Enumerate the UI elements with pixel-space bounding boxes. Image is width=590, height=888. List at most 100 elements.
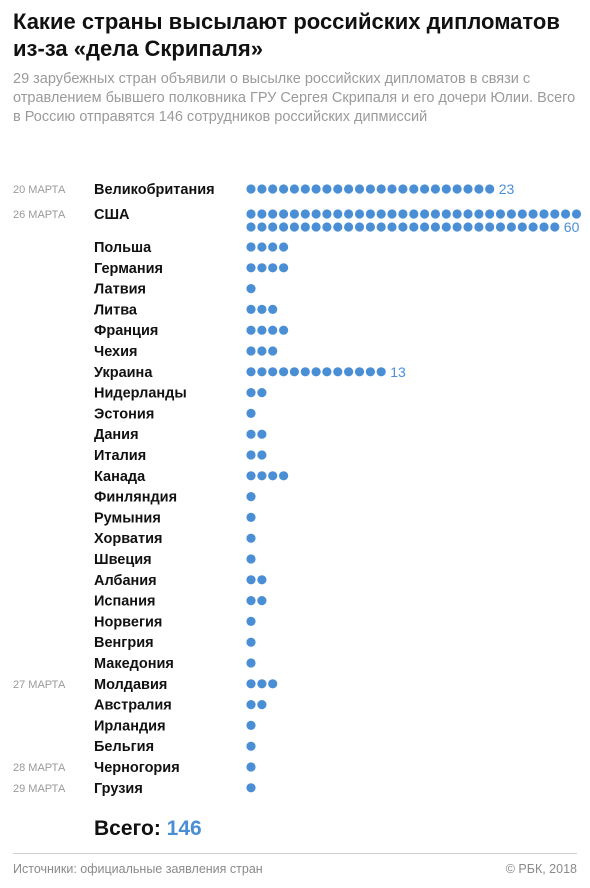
diplomat-dot xyxy=(474,222,484,232)
total-label: Всего: xyxy=(94,817,161,840)
diplomat-dot xyxy=(322,184,332,194)
diplomat-dot xyxy=(420,184,430,194)
diplomat-dot xyxy=(376,184,386,194)
diplomat-dot xyxy=(311,209,321,219)
diplomat-dot xyxy=(463,184,473,194)
diplomat-dot xyxy=(257,325,267,335)
country-label: Чехия xyxy=(94,344,138,360)
diplomat-dot xyxy=(289,222,299,232)
diplomat-dot xyxy=(246,700,256,710)
diplomat-dot xyxy=(246,637,256,647)
diplomat-dot xyxy=(485,184,495,194)
total-value: 146 xyxy=(166,817,202,840)
diplomat-dot xyxy=(300,367,310,377)
diplomat-dot xyxy=(430,184,440,194)
diplomat-dot xyxy=(420,222,430,232)
diplomat-dot xyxy=(268,367,278,377)
diplomat-dot xyxy=(246,492,256,502)
diplomat-dot xyxy=(506,222,516,232)
diplomat-dot xyxy=(257,388,267,398)
country-label: Бельгия xyxy=(94,739,154,755)
diplomat-dot xyxy=(268,184,278,194)
diplomat-dot xyxy=(268,471,278,481)
country-label: Латвия xyxy=(94,282,146,298)
country-label: Македония xyxy=(94,656,174,672)
diplomat-dot xyxy=(463,209,473,219)
country-label: Украина xyxy=(94,365,153,381)
diplomat-dot xyxy=(268,304,278,314)
diplomat-dot xyxy=(257,596,267,606)
diplomat-dot xyxy=(279,222,289,232)
diplomat-dot xyxy=(506,209,516,219)
date-label: 27 МАРТА xyxy=(13,679,66,691)
diplomat-dot xyxy=(268,263,278,273)
diplomat-dot xyxy=(441,222,451,232)
diplomat-dot xyxy=(344,222,354,232)
diplomat-dot xyxy=(257,209,267,219)
diplomat-dot xyxy=(354,184,365,194)
diplomat-dot xyxy=(289,367,299,377)
diplomat-dot xyxy=(409,184,419,194)
diplomat-dot xyxy=(365,209,375,219)
country-label: Нидерланды xyxy=(94,386,187,402)
diplomat-dot xyxy=(289,209,299,219)
diplomat-dot xyxy=(452,184,462,194)
diplomat-dot xyxy=(398,209,408,219)
diplomat-dot xyxy=(452,209,462,219)
diplomat-dot xyxy=(279,242,289,252)
value-label: 23 xyxy=(499,181,515,197)
value-label: 13 xyxy=(390,364,406,380)
diplomat-dot xyxy=(257,242,267,252)
copyright: © РБК, 2018 xyxy=(505,862,577,876)
diplomat-dot xyxy=(257,700,267,710)
country-label: Дания xyxy=(94,427,139,443)
diplomat-dot xyxy=(268,209,278,219)
country-label: Хорватия xyxy=(94,531,162,547)
diplomat-dot xyxy=(365,222,375,232)
diplomat-dot xyxy=(257,263,267,273)
country-label: Великобритания xyxy=(94,182,215,198)
diplomat-dot xyxy=(246,679,256,689)
diplomat-dot xyxy=(300,222,310,232)
diplomat-dot xyxy=(246,471,256,481)
diplomat-dot xyxy=(257,450,267,460)
chart-subtitle: 29 зарубежных стран объявили о высылке р… xyxy=(13,71,576,125)
date-label: 29 МАРТА xyxy=(13,783,66,795)
total: Всего: 146 xyxy=(94,817,202,841)
diplomat-dot xyxy=(387,222,397,232)
diplomat-dot xyxy=(333,367,343,377)
date-label: 28 МАРТА xyxy=(13,762,66,774)
diplomat-dot xyxy=(398,184,408,194)
diplomat-dot xyxy=(268,242,278,252)
diplomat-dot xyxy=(268,222,278,232)
diplomat-dot xyxy=(257,184,267,194)
diplomat-dot xyxy=(246,304,256,314)
diplomat-dot xyxy=(550,222,560,232)
diplomat-dot xyxy=(246,209,256,219)
diplomat-dot xyxy=(344,367,354,377)
diplomat-dot xyxy=(246,575,256,585)
diplomat-dot xyxy=(354,222,365,232)
diplomat-dot xyxy=(279,209,289,219)
diplomat-dot xyxy=(474,209,484,219)
diplomat-dot xyxy=(517,222,527,232)
diplomat-dot xyxy=(246,533,256,543)
diplomat-dot xyxy=(485,222,495,232)
diplomat-dot xyxy=(268,346,278,356)
diplomat-dot xyxy=(387,184,397,194)
country-label: Грузия xyxy=(94,781,143,797)
diplomat-dot xyxy=(376,222,386,232)
diplomat-dot xyxy=(246,346,256,356)
diplomat-dot xyxy=(539,222,549,232)
diplomat-dot xyxy=(333,184,343,194)
country-label: Польша xyxy=(94,240,152,256)
diplomat-dot xyxy=(311,184,321,194)
diplomat-dot xyxy=(246,222,256,232)
diplomat-dot xyxy=(257,679,267,689)
diplomat-dot xyxy=(485,209,495,219)
diplomat-dot xyxy=(257,367,267,377)
diplomat-dot xyxy=(246,325,256,335)
diplomat-dot xyxy=(246,367,256,377)
diplomat-dot xyxy=(246,658,256,668)
